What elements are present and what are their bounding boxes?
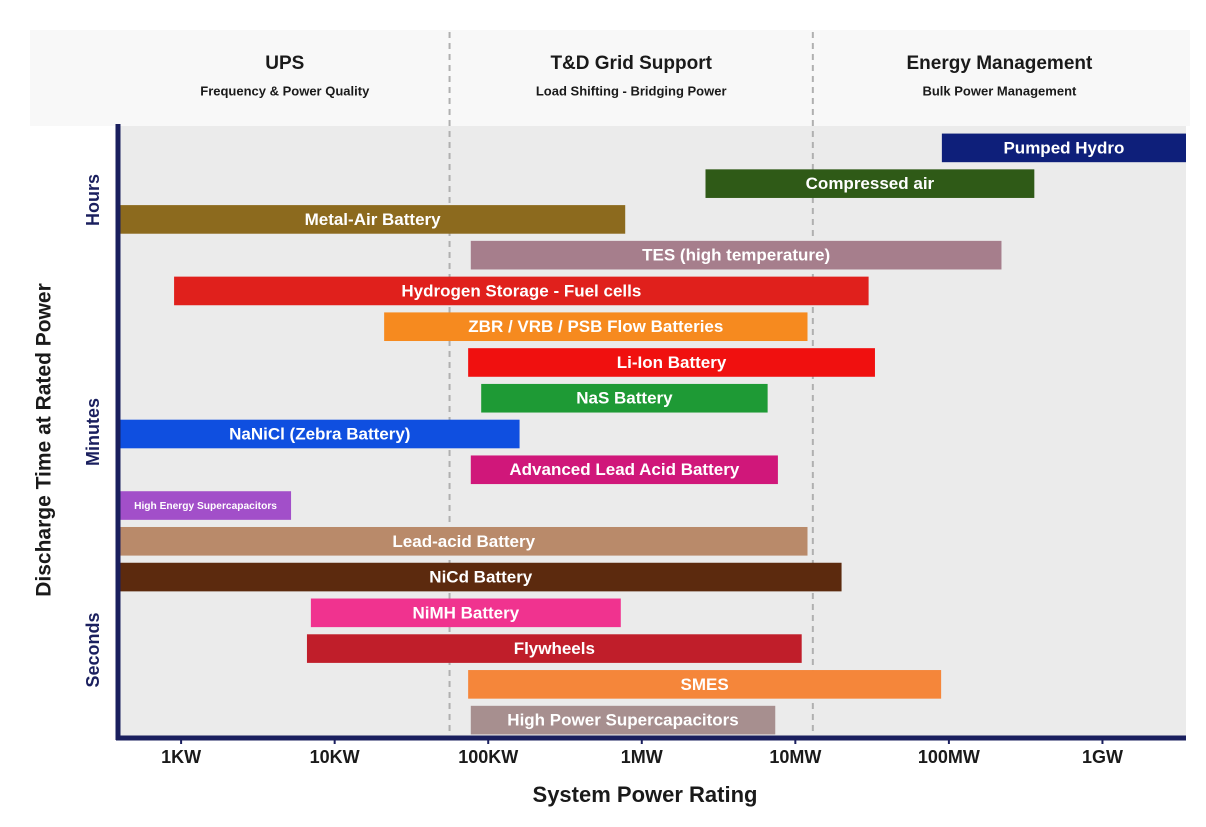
bar [310, 598, 621, 628]
region-title: UPS [265, 53, 304, 74]
bar [468, 670, 942, 699]
x-tick-label: 10KW [310, 747, 360, 767]
y-label: Seconds [83, 612, 103, 687]
x-tick-label: 1KW [161, 747, 201, 767]
region-title: T&D Grid Support [550, 53, 712, 74]
bar [384, 312, 808, 342]
bar-label: SMES [681, 675, 729, 694]
bar-label: Advanced Lead Acid Battery [509, 460, 739, 479]
region-title: Energy Management [907, 53, 1093, 74]
bar [470, 455, 778, 485]
x-tick-label: 1MW [621, 747, 663, 767]
y-axis-title: Discharge Time at Rated Power [33, 283, 56, 597]
bar-label: High Energy Supercapacitors [134, 501, 277, 512]
bar [120, 419, 520, 449]
region-subtitle: Bulk Power Management [922, 83, 1077, 98]
bar [470, 705, 776, 735]
bar-label: NaS Battery [576, 389, 673, 408]
bar [120, 562, 842, 592]
bar-label: Lead-acid Battery [392, 532, 535, 551]
x-tick-label: 1GW [1082, 747, 1123, 767]
bar [120, 205, 626, 234]
x-axis-title: System Power Rating [533, 782, 758, 807]
y-label: Hours [83, 174, 103, 226]
bar [174, 276, 869, 306]
bar-label: Li-Ion Battery [617, 353, 727, 372]
bar-label: ZBR / VRB / PSB Flow Batteries [468, 317, 723, 336]
x-tick-label: 10MW [769, 747, 821, 767]
bar-label: Pumped Hydro [1003, 138, 1124, 157]
x-tick-label: 100KW [458, 747, 518, 767]
bar [470, 240, 1002, 270]
region-subtitle: Load Shifting - Bridging Power [536, 83, 727, 98]
bar-label: TES (high temperature) [642, 246, 830, 265]
y-label: Minutes [83, 398, 103, 466]
bar [941, 133, 1186, 163]
bar-label: Hydrogen Storage - Fuel cells [401, 281, 641, 300]
region-subtitle: Frequency & Power Quality [200, 83, 370, 98]
bar [120, 491, 292, 520]
x-tick-label: 100MW [918, 747, 980, 767]
bar-label: NaNiCl (Zebra Battery) [229, 424, 410, 443]
bar-label: Compressed air [806, 174, 935, 193]
bar [306, 634, 802, 663]
bar-label: NiCd Battery [429, 568, 533, 587]
header-band [30, 30, 1190, 126]
bar [120, 526, 808, 556]
bar-label: Flywheels [514, 639, 595, 658]
bar-label: Metal-Air Battery [305, 210, 442, 229]
bar-label: High Power Supercapacitors [507, 711, 738, 730]
bar-label: NiMH Battery [412, 603, 519, 622]
bar [481, 383, 768, 413]
bar [468, 348, 875, 377]
bar [705, 169, 1035, 198]
